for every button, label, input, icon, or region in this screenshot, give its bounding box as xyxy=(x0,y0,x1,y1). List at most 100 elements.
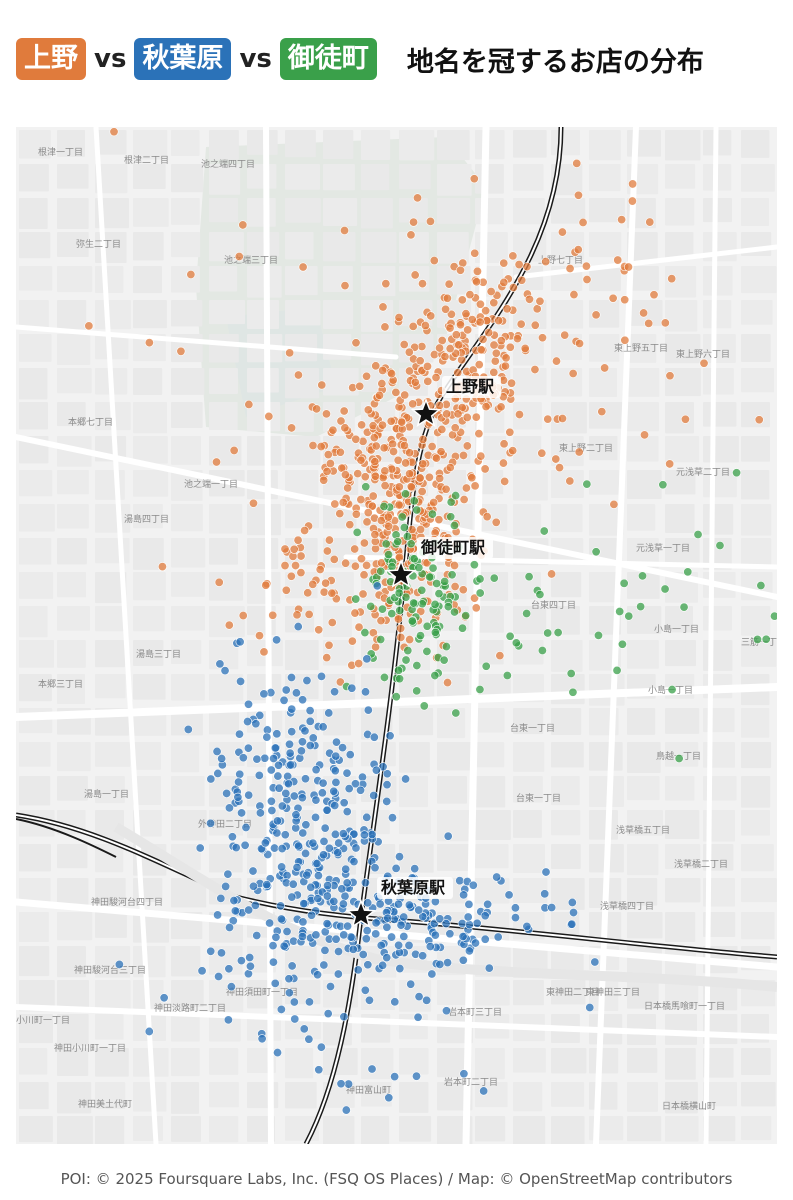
poi-dot xyxy=(409,496,419,506)
poi-dot xyxy=(370,457,380,467)
poi-dot xyxy=(419,701,429,711)
poi-dot xyxy=(220,666,230,676)
vs-label-1: vs xyxy=(94,44,127,74)
poi-dot xyxy=(360,472,370,482)
poi-dot xyxy=(427,969,437,979)
poi-dot xyxy=(573,245,583,255)
poi-dot xyxy=(214,971,224,981)
poi-dot xyxy=(215,659,225,669)
poi-dot xyxy=(443,678,453,688)
poi-dot xyxy=(186,270,196,280)
poi-dot xyxy=(360,985,370,995)
poi-dot xyxy=(440,352,450,362)
poi-dot xyxy=(391,863,401,873)
station-akihabara[interactable]: 秋葉原駅 xyxy=(345,877,453,928)
poi-dot xyxy=(351,594,361,604)
poi-dot xyxy=(340,470,350,480)
poi-dot xyxy=(649,290,659,300)
poi-dot xyxy=(387,609,397,619)
poi-dot xyxy=(394,940,404,950)
poi-dot xyxy=(302,676,312,686)
poi-dot xyxy=(319,960,329,970)
poi-dot xyxy=(331,777,341,787)
poi-dot xyxy=(331,751,341,761)
poi-dot xyxy=(305,740,315,750)
poi-dot xyxy=(471,603,481,613)
poi-dot xyxy=(261,580,271,590)
poi-dot xyxy=(627,196,637,206)
poi-dot xyxy=(390,997,400,1007)
poi-dot xyxy=(306,882,316,892)
poi-dot xyxy=(262,880,272,890)
poi-dot xyxy=(514,260,524,270)
poi-dot xyxy=(418,434,428,444)
poi-dot xyxy=(623,262,633,272)
poi-dot xyxy=(370,530,380,540)
poi-dot xyxy=(469,174,479,184)
poi-dot xyxy=(491,517,501,527)
place-label: 池之端一丁目 xyxy=(184,478,238,490)
poi-dot xyxy=(593,630,603,640)
poi-dot xyxy=(330,687,340,697)
poi-dot xyxy=(291,810,301,820)
poi-dot xyxy=(453,368,463,378)
poi-dot xyxy=(388,439,398,449)
poi-dot xyxy=(413,1012,423,1022)
poi-dot xyxy=(336,1079,346,1089)
poi-dot xyxy=(362,560,372,570)
poi-dot xyxy=(474,429,484,439)
poi-dot xyxy=(462,441,472,451)
poi-dot xyxy=(324,708,334,718)
poi-dot xyxy=(380,322,390,332)
poi-dot xyxy=(435,914,445,924)
poi-dot xyxy=(399,912,409,922)
poi-dot xyxy=(522,608,532,618)
poi-dot xyxy=(441,919,451,929)
poi-dot xyxy=(277,844,287,854)
poi-dot xyxy=(524,294,534,304)
poi-dot xyxy=(408,399,418,409)
poi-dot xyxy=(241,822,251,832)
poi-dot xyxy=(335,509,345,519)
poi-dot xyxy=(457,295,467,305)
poi-dot xyxy=(532,304,542,314)
station-label: 御徒町駅 xyxy=(420,538,486,557)
poi-dot xyxy=(285,748,295,758)
poi-dot xyxy=(430,930,440,940)
poi-dot xyxy=(391,692,401,702)
place-label: 浅草橋二丁目 xyxy=(674,858,728,870)
poi-dot xyxy=(512,334,522,344)
poi-dot xyxy=(481,402,491,412)
star-icon xyxy=(345,898,377,928)
poi-dot xyxy=(238,220,248,230)
poi-dot xyxy=(362,517,372,527)
poi-dot xyxy=(347,636,357,646)
station-okachimachi[interactable]: 御徒町駅 xyxy=(385,537,493,588)
poi-dot xyxy=(427,442,437,452)
poi-dot xyxy=(358,950,368,960)
poi-dot xyxy=(517,275,527,285)
map-canvas[interactable]: 根津一丁目 根津二丁目 池之端四丁目 弥生二丁目 池之端三丁目 池之端一丁目 本郷七丁目 湯島… xyxy=(16,127,777,1144)
poi-dot xyxy=(338,829,348,839)
badge-ueno: 上野 xyxy=(16,38,86,80)
poi-dot xyxy=(323,881,333,891)
poi-dot xyxy=(280,544,290,554)
poi-dot xyxy=(674,754,684,764)
poi-dot xyxy=(296,551,306,561)
poi-dot xyxy=(445,929,455,939)
poi-dot xyxy=(212,746,222,756)
poi-dot xyxy=(269,753,279,763)
poi-dot xyxy=(620,295,630,305)
poi-dot xyxy=(382,769,392,779)
poi-dot xyxy=(292,610,302,620)
poi-dot xyxy=(267,806,277,816)
poi-dot xyxy=(541,257,551,267)
poi-dot xyxy=(399,440,409,450)
place-label: 湯島三丁目 xyxy=(136,648,181,660)
poi-dot xyxy=(262,732,272,742)
poi-dot xyxy=(405,469,415,479)
poi-dot xyxy=(551,454,561,464)
poi-dot xyxy=(367,501,377,511)
poi-dot xyxy=(289,544,299,554)
station-ueno[interactable]: 上野駅 xyxy=(410,376,501,427)
